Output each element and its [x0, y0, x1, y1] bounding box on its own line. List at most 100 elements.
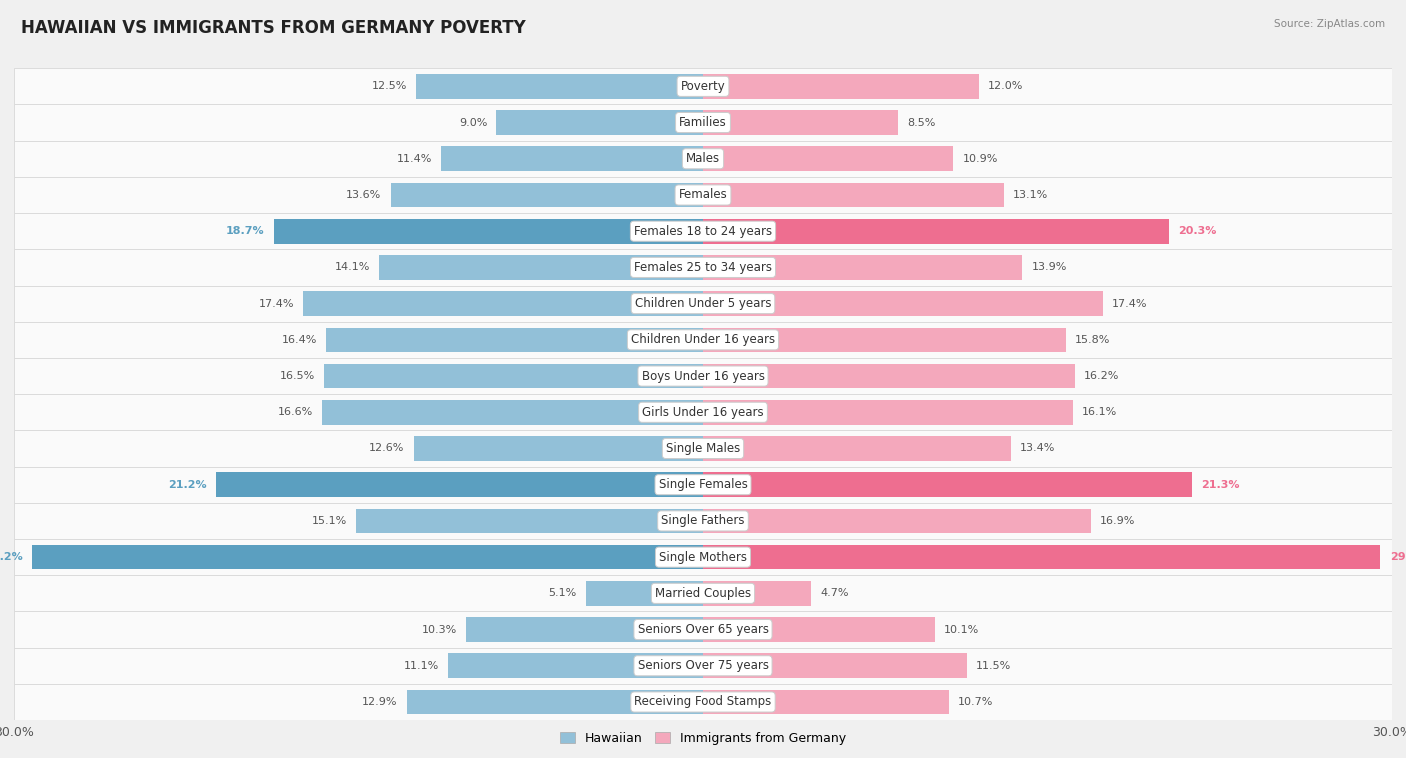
- Bar: [467, 617, 703, 642]
- Text: 16.2%: 16.2%: [1084, 371, 1119, 381]
- Text: 14.1%: 14.1%: [335, 262, 370, 272]
- Bar: [380, 255, 703, 280]
- Legend: Hawaiian, Immigrants from Germany: Hawaiian, Immigrants from Germany: [555, 727, 851, 750]
- Bar: [14, 141, 1392, 177]
- Text: 11.4%: 11.4%: [396, 154, 432, 164]
- Bar: [32, 545, 703, 569]
- Bar: [14, 575, 1392, 612]
- Text: 10.9%: 10.9%: [963, 154, 998, 164]
- Text: 13.4%: 13.4%: [1019, 443, 1056, 453]
- Bar: [356, 509, 703, 533]
- Bar: [322, 400, 703, 424]
- Bar: [703, 400, 1073, 424]
- Text: Receiving Food Stamps: Receiving Food Stamps: [634, 696, 772, 709]
- Text: 12.6%: 12.6%: [370, 443, 405, 453]
- Bar: [14, 321, 1392, 358]
- Bar: [14, 213, 1392, 249]
- Bar: [703, 327, 1066, 352]
- Bar: [323, 364, 703, 388]
- Text: 11.5%: 11.5%: [976, 661, 1011, 671]
- Bar: [14, 503, 1392, 539]
- Text: 11.1%: 11.1%: [404, 661, 439, 671]
- Text: 13.1%: 13.1%: [1012, 190, 1049, 200]
- Bar: [703, 219, 1170, 243]
- Bar: [703, 581, 811, 606]
- Bar: [416, 74, 703, 99]
- Bar: [703, 653, 967, 678]
- Text: 18.7%: 18.7%: [226, 226, 264, 236]
- Bar: [14, 431, 1392, 467]
- Bar: [496, 110, 703, 135]
- Text: Females: Females: [679, 189, 727, 202]
- Text: 15.8%: 15.8%: [1076, 335, 1111, 345]
- Bar: [703, 436, 1011, 461]
- Text: 20.3%: 20.3%: [1178, 226, 1216, 236]
- Text: 9.0%: 9.0%: [458, 117, 486, 127]
- Text: 16.9%: 16.9%: [1101, 516, 1136, 526]
- Text: 10.7%: 10.7%: [957, 697, 993, 707]
- Text: 21.2%: 21.2%: [169, 480, 207, 490]
- Text: 16.6%: 16.6%: [277, 407, 312, 417]
- Bar: [406, 690, 703, 714]
- Bar: [14, 539, 1392, 575]
- Text: Females 25 to 34 years: Females 25 to 34 years: [634, 261, 772, 274]
- Text: Source: ZipAtlas.com: Source: ZipAtlas.com: [1274, 19, 1385, 29]
- Text: 13.6%: 13.6%: [346, 190, 381, 200]
- Text: 16.1%: 16.1%: [1083, 407, 1118, 417]
- Bar: [14, 286, 1392, 321]
- Text: Single Mothers: Single Mothers: [659, 550, 747, 564]
- Text: 10.1%: 10.1%: [945, 625, 980, 634]
- Bar: [14, 358, 1392, 394]
- Text: 16.4%: 16.4%: [281, 335, 318, 345]
- Text: 17.4%: 17.4%: [1112, 299, 1147, 309]
- Text: Children Under 5 years: Children Under 5 years: [634, 297, 772, 310]
- Text: Single Females: Single Females: [658, 478, 748, 491]
- Bar: [703, 291, 1102, 316]
- Bar: [217, 472, 703, 497]
- Bar: [449, 653, 703, 678]
- Bar: [14, 177, 1392, 213]
- Text: Seniors Over 75 years: Seniors Over 75 years: [637, 659, 769, 672]
- Text: 12.9%: 12.9%: [363, 697, 398, 707]
- Bar: [703, 255, 1022, 280]
- Text: HAWAIIAN VS IMMIGRANTS FROM GERMANY POVERTY: HAWAIIAN VS IMMIGRANTS FROM GERMANY POVE…: [21, 19, 526, 37]
- Bar: [14, 612, 1392, 647]
- Text: 21.3%: 21.3%: [1201, 480, 1240, 490]
- Bar: [703, 617, 935, 642]
- Text: 17.4%: 17.4%: [259, 299, 294, 309]
- Bar: [14, 684, 1392, 720]
- Bar: [391, 183, 703, 207]
- Bar: [14, 467, 1392, 503]
- Bar: [703, 509, 1091, 533]
- Text: Poverty: Poverty: [681, 80, 725, 92]
- Text: 15.1%: 15.1%: [312, 516, 347, 526]
- Text: 29.5%: 29.5%: [1389, 552, 1406, 562]
- Text: Girls Under 16 years: Girls Under 16 years: [643, 406, 763, 418]
- Text: Females 18 to 24 years: Females 18 to 24 years: [634, 224, 772, 238]
- Text: Boys Under 16 years: Boys Under 16 years: [641, 370, 765, 383]
- Text: Single Males: Single Males: [666, 442, 740, 455]
- Bar: [703, 110, 898, 135]
- Text: 4.7%: 4.7%: [820, 588, 849, 598]
- Text: 12.5%: 12.5%: [371, 81, 406, 91]
- Bar: [586, 581, 703, 606]
- Text: Children Under 16 years: Children Under 16 years: [631, 334, 775, 346]
- Text: 29.2%: 29.2%: [0, 552, 24, 562]
- Bar: [441, 146, 703, 171]
- Text: 13.9%: 13.9%: [1032, 262, 1067, 272]
- Bar: [326, 327, 703, 352]
- Bar: [703, 74, 979, 99]
- Text: Families: Families: [679, 116, 727, 129]
- Bar: [14, 647, 1392, 684]
- Text: Seniors Over 65 years: Seniors Over 65 years: [637, 623, 769, 636]
- Text: 5.1%: 5.1%: [548, 588, 576, 598]
- Text: 10.3%: 10.3%: [422, 625, 457, 634]
- Bar: [413, 436, 703, 461]
- Text: 16.5%: 16.5%: [280, 371, 315, 381]
- Bar: [703, 183, 1004, 207]
- Bar: [14, 68, 1392, 105]
- Text: Single Fathers: Single Fathers: [661, 515, 745, 528]
- Bar: [703, 472, 1192, 497]
- Text: Married Couples: Married Couples: [655, 587, 751, 600]
- Text: 12.0%: 12.0%: [988, 81, 1024, 91]
